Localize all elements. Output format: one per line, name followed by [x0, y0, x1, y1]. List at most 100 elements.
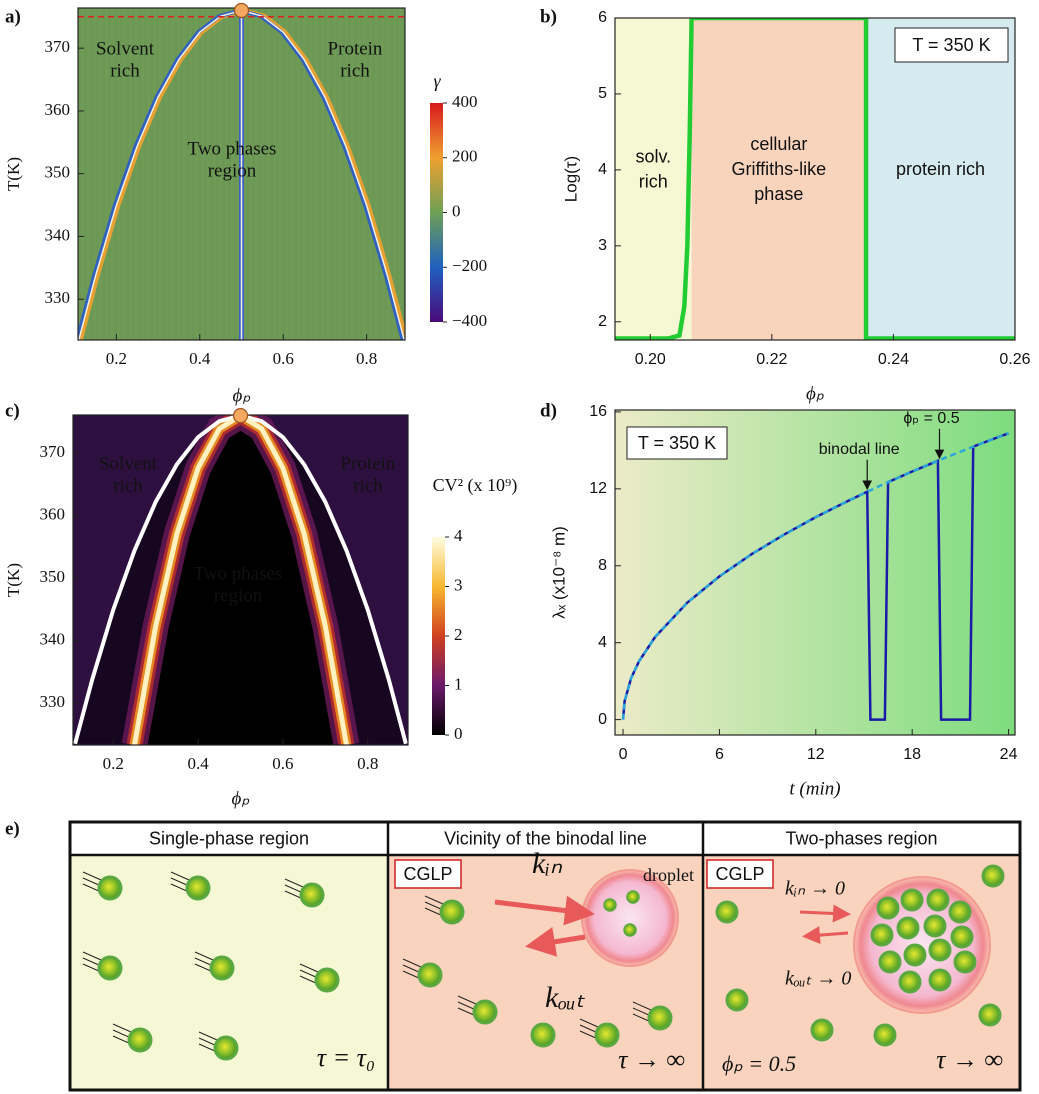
region-label: cellular	[750, 134, 807, 154]
y-tick-label: 6	[598, 9, 607, 26]
annotation: rich	[110, 60, 140, 81]
diagram-text: kₒᵤₜ → 0	[785, 968, 851, 990]
colorbar-tick-label: 3	[454, 575, 463, 594]
annotation: region	[208, 160, 257, 181]
y-tick-label: 350	[45, 163, 71, 182]
y-tick-label: 5	[598, 85, 607, 102]
particle	[532, 1024, 554, 1046]
texture	[198, 8, 201, 340]
x-tick-label: 0.4	[189, 349, 211, 368]
texture	[192, 8, 195, 340]
diagram-text: kᵢₙ	[532, 847, 563, 880]
particle	[925, 916, 945, 936]
particle	[596, 1024, 618, 1046]
particle	[99, 877, 121, 899]
y-tick-label: 370	[40, 442, 66, 461]
panel-label: b)	[540, 6, 557, 27]
x-tick-label: 0.6	[273, 349, 294, 368]
texture	[324, 8, 327, 340]
y-tick-label: 330	[45, 288, 71, 307]
colorbar	[430, 103, 443, 322]
diagram-text: kᵢₙ → 0	[785, 878, 845, 900]
region	[692, 18, 866, 340]
annotation: Two phases	[188, 138, 277, 159]
colorbar-tick-label: 400	[452, 92, 478, 111]
annotation: Protein	[328, 38, 383, 59]
x-tick-label: 6	[715, 746, 724, 763]
particle	[649, 1007, 671, 1029]
colorbar-label: γ	[433, 71, 441, 91]
callout-label: ϕₚ = 0.5	[903, 410, 959, 427]
particle	[875, 1025, 895, 1045]
y-tick-label: 330	[40, 692, 66, 711]
particle	[900, 972, 920, 992]
region-label: phase	[754, 184, 803, 204]
texture	[318, 8, 321, 340]
particle	[187, 877, 209, 899]
particle	[812, 1020, 832, 1040]
annotation: Solvent	[99, 453, 158, 474]
column-header-text: Two-phases region	[785, 828, 937, 848]
particle	[301, 884, 323, 906]
y-axis-label: T(K)	[4, 157, 23, 191]
y-tick-label: 4	[598, 161, 607, 178]
diagram-text: τ → ∞	[936, 1045, 1003, 1074]
particle	[624, 924, 636, 936]
particle	[983, 866, 1003, 886]
texture	[396, 8, 399, 340]
x-tick-label: 24	[1000, 746, 1018, 763]
particle	[129, 1029, 151, 1051]
region-label: protein rich	[896, 159, 985, 179]
y-axis-label: Log(τ)	[561, 156, 580, 202]
x-axis-label: ϕₚ	[232, 788, 251, 809]
texture	[162, 8, 165, 340]
annotation: rich	[113, 475, 143, 496]
annotation: Protein	[341, 453, 396, 474]
particle	[952, 927, 972, 947]
x-tick-label: 0.26	[999, 351, 1030, 368]
y-tick-label: 340	[45, 225, 71, 244]
annotation: rich	[353, 475, 383, 496]
x-axis-label: ϕₚ	[233, 385, 252, 406]
x-tick-label: 0.8	[356, 349, 377, 368]
particle	[930, 940, 950, 960]
particle	[872, 925, 892, 945]
particle	[215, 1037, 237, 1059]
particle	[950, 902, 970, 922]
x-tick-label: 0.6	[272, 754, 293, 773]
y-axis-label: T(K)	[4, 563, 23, 597]
x-axis-label: t (min)	[789, 778, 840, 799]
plot-area	[615, 18, 1015, 340]
y-tick-label: 370	[45, 37, 71, 56]
y-axis-label: λₓ (x10⁻⁸ m)	[549, 526, 568, 619]
x-tick-label: 0.2	[106, 349, 127, 368]
colorbar	[432, 537, 445, 735]
x-tick-label: 0.8	[357, 754, 378, 773]
panel-label: a)	[5, 6, 21, 27]
y-tick-label: 12	[589, 480, 607, 497]
colorbar-tick-label: 4	[454, 526, 463, 545]
diagram-text: τ = τ₀	[317, 1043, 375, 1072]
y-tick-label: 0	[598, 711, 607, 728]
particle	[905, 945, 925, 965]
panel-label: e)	[5, 818, 20, 839]
y-tick-label: 3	[598, 237, 607, 254]
y-tick-label: 8	[598, 557, 607, 574]
texture	[258, 8, 261, 340]
column-header-text: Single-phase region	[149, 828, 309, 848]
particle	[955, 952, 975, 972]
annotation: rich	[340, 60, 370, 81]
texture	[294, 8, 297, 340]
texture	[156, 8, 159, 340]
texture	[186, 8, 189, 340]
diagram-text: τ → ∞	[618, 1045, 685, 1074]
diagram-text: droplet	[643, 865, 694, 885]
annotation: T = 350 K	[912, 35, 990, 55]
x-tick-label: 0	[619, 746, 628, 763]
particle	[878, 898, 898, 918]
particle	[880, 952, 900, 972]
texture	[384, 8, 387, 340]
texture	[288, 8, 291, 340]
texture	[276, 8, 279, 340]
region	[866, 18, 1015, 340]
